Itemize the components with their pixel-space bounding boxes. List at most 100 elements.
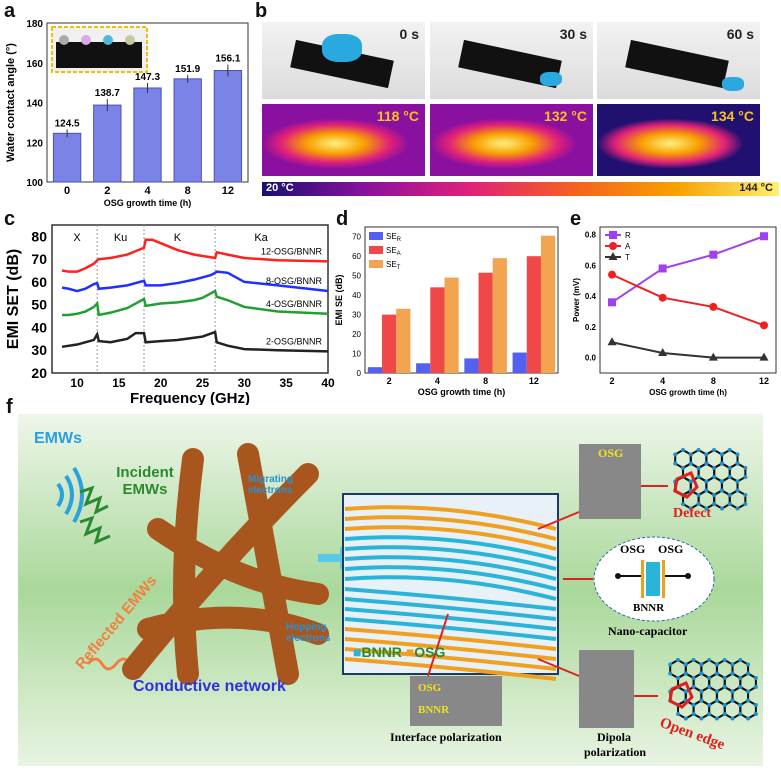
atom bbox=[746, 671, 751, 676]
atom bbox=[712, 466, 717, 470]
atom bbox=[722, 703, 727, 707]
chart-a: 100 120 140 160 180 124.5 0 138.7 2 147.3 4 151.9 8 1… bbox=[5, 19, 249, 208]
water-droplet bbox=[81, 35, 91, 45]
atom bbox=[712, 502, 717, 506]
temperature-colorbar: 20 °C 144 °C bbox=[262, 182, 779, 196]
atom bbox=[743, 502, 748, 506]
series-line bbox=[611, 273, 765, 327]
layer-sheet bbox=[344, 525, 557, 551]
atom bbox=[704, 479, 709, 484]
atom bbox=[743, 466, 748, 470]
legend-subscript: A bbox=[397, 251, 401, 257]
atom bbox=[699, 662, 704, 667]
x-tick-label: 12 bbox=[222, 185, 234, 197]
bar bbox=[52, 132, 82, 183]
water-droplet bbox=[59, 35, 69, 45]
atom bbox=[668, 671, 673, 676]
marker-square bbox=[760, 232, 768, 241]
atom bbox=[714, 662, 719, 667]
y-tick-label: 70 bbox=[31, 251, 47, 267]
x-tick-label: 8 bbox=[483, 376, 488, 386]
x-tick-label: 4 bbox=[435, 376, 440, 386]
hexagon bbox=[728, 489, 747, 510]
atom bbox=[746, 662, 751, 667]
x-axis-label: Frequency (GHz) bbox=[130, 390, 250, 405]
marker-triangle bbox=[607, 337, 617, 346]
tem-label-osg-2: OSG bbox=[418, 682, 442, 694]
layer-sheet bbox=[344, 627, 557, 651]
y-tick-label: 160 bbox=[26, 59, 43, 70]
legend-osg: OSG bbox=[414, 644, 446, 660]
y-tick-label: 60 bbox=[31, 274, 47, 290]
temperature-label: 134 °C bbox=[711, 108, 754, 124]
bar bbox=[133, 87, 162, 183]
atom bbox=[712, 448, 717, 452]
plot-frame bbox=[364, 226, 559, 374]
tem-image-defect bbox=[579, 444, 641, 519]
legend-subscript: R bbox=[397, 237, 402, 243]
panel-label-f: f bbox=[6, 396, 13, 418]
atom bbox=[719, 452, 724, 457]
atom bbox=[676, 676, 681, 680]
x-tick-label: 15 bbox=[112, 376, 126, 390]
atom bbox=[696, 466, 701, 470]
atom bbox=[673, 452, 678, 457]
atom bbox=[743, 475, 748, 479]
time-label: 60 s bbox=[726, 26, 754, 42]
x-tick-label: 12 bbox=[759, 376, 769, 386]
chart-e: 0.0 0.2 0.4 0.6 0.8 2 4 8 12 RAT OSG growth time (… bbox=[572, 226, 777, 397]
atom bbox=[722, 685, 727, 689]
atom bbox=[735, 506, 740, 511]
label-migrating: Migrating electrons bbox=[248, 474, 293, 496]
atom bbox=[704, 506, 709, 511]
marker-circle bbox=[760, 321, 768, 330]
atom bbox=[730, 662, 735, 667]
inset-sample bbox=[56, 42, 142, 68]
bar bbox=[540, 235, 556, 373]
band-label: Ku bbox=[114, 232, 127, 244]
x-tick-label: 2 bbox=[387, 376, 392, 386]
mechanism-diagram: EMWs Incident EMWs Reflected EMWs Migrat… bbox=[18, 414, 763, 766]
layer-sheet bbox=[344, 545, 557, 571]
atom bbox=[727, 448, 732, 452]
temperature-label: 132 °C bbox=[544, 108, 587, 124]
marker-circle bbox=[709, 302, 718, 311]
x-tick-label: 2 bbox=[609, 376, 614, 386]
atom bbox=[691, 712, 696, 716]
atom bbox=[712, 475, 717, 479]
marker-square bbox=[658, 264, 667, 273]
x-tick-label: 0 bbox=[64, 185, 70, 197]
atom bbox=[730, 689, 735, 694]
atom bbox=[727, 466, 732, 470]
x-axis-label: OSG growth time (h) bbox=[649, 388, 727, 397]
legend-swatch bbox=[369, 246, 383, 254]
marker-triangle bbox=[759, 352, 769, 361]
panel-label-c: c bbox=[4, 208, 16, 230]
data-label: 124.5 bbox=[55, 118, 80, 129]
atom bbox=[746, 698, 751, 703]
atom bbox=[738, 685, 743, 689]
atom bbox=[714, 698, 719, 703]
atom bbox=[676, 712, 681, 716]
bar bbox=[396, 308, 411, 373]
series-line bbox=[62, 289, 329, 317]
marker-triangle bbox=[658, 348, 668, 357]
tem-label-bnnr: BNNR bbox=[418, 704, 450, 716]
bar bbox=[492, 258, 507, 373]
inset-legend: ■BNNR ■OSG bbox=[353, 644, 446, 660]
y-tick-label: 0.4 bbox=[585, 292, 597, 301]
thermal-image-0: 118 °C bbox=[262, 104, 425, 176]
y-axis-label: Power (mV) bbox=[572, 278, 581, 322]
y-tick-label: 40 bbox=[31, 319, 47, 335]
atom bbox=[704, 488, 709, 493]
marker-circle bbox=[658, 293, 667, 302]
y-tick-label: 0.6 bbox=[585, 261, 597, 270]
legend-label: T bbox=[625, 253, 630, 262]
marker-square bbox=[609, 231, 617, 239]
layer-sheet bbox=[344, 535, 557, 561]
layer-inset bbox=[342, 493, 559, 681]
y-tick-label: 10 bbox=[352, 350, 361, 359]
incident-wave bbox=[79, 485, 109, 515]
plot-frame bbox=[599, 226, 777, 374]
y-tick-label: 80 bbox=[31, 228, 47, 244]
